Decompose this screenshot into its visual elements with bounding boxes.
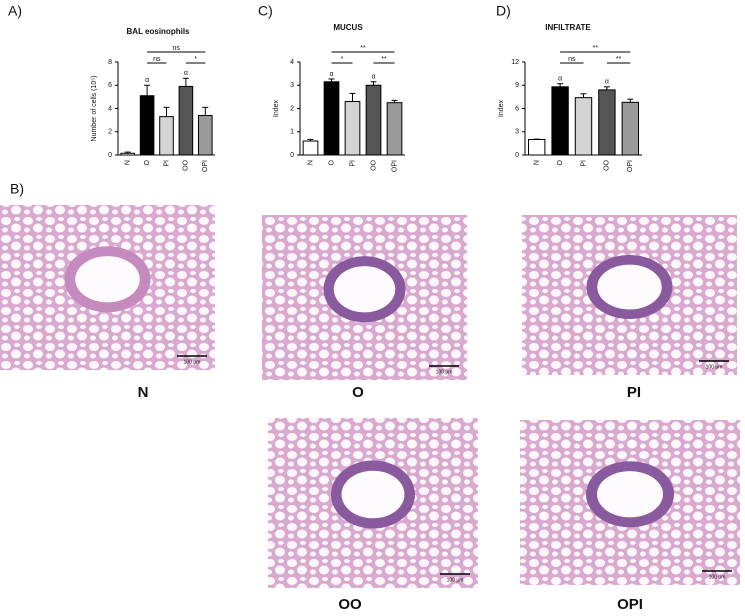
x-tick-label: OO <box>183 159 190 170</box>
y-tick-label: 1 <box>290 129 294 136</box>
bar <box>528 139 546 156</box>
significance-label: ** <box>592 45 598 52</box>
bar <box>386 102 403 156</box>
scale-label: 100 µm <box>706 364 723 370</box>
x-tick-label: O <box>557 159 564 165</box>
x-tick-label: OPI <box>202 160 209 172</box>
y-tick-label: 6 <box>515 105 519 112</box>
y-tick-label: 0 <box>290 152 294 159</box>
image-caption: PI <box>627 384 641 401</box>
annotation: α <box>145 77 149 84</box>
chart-title: BAL eosinophils <box>127 27 191 36</box>
bar <box>344 101 361 156</box>
x-tick-label: N <box>307 160 314 165</box>
y-tick-label: 0 <box>108 152 112 159</box>
airway-lumen <box>597 471 663 518</box>
x-tick-label: O <box>328 159 335 165</box>
y-tick-label: 6 <box>108 82 112 89</box>
x-tick-label: OO <box>370 159 377 170</box>
significance-label: ** <box>360 45 366 52</box>
y-tick-label: 2 <box>108 129 112 136</box>
annotation: α <box>371 74 375 81</box>
significance-label: ns <box>153 56 161 63</box>
bar <box>598 89 616 156</box>
significance-label: * <box>194 56 197 63</box>
x-tick-label: PI <box>163 160 170 167</box>
scale-label: 100 µm <box>436 369 453 375</box>
x-tick-label: OO <box>604 159 611 170</box>
y-tick-label: 3 <box>290 82 294 89</box>
y-tick-label: 12 <box>511 59 519 66</box>
y-axis-label: Number of cells (10⁵) <box>91 76 98 142</box>
x-tick-label: PI <box>580 160 587 167</box>
chart-title: INFILTRATE <box>545 23 591 32</box>
image-caption: OO <box>338 596 362 613</box>
bar <box>365 84 382 156</box>
scale-label: 100 µm <box>184 359 201 365</box>
annotation: α <box>329 71 333 78</box>
x-tick-label: OPI <box>391 160 398 172</box>
y-axis-label: Index <box>498 99 505 117</box>
x-tick-label: N <box>125 160 132 165</box>
y-tick-label: 3 <box>515 129 519 136</box>
bar <box>621 101 639 156</box>
y-tick-label: 2 <box>290 105 294 112</box>
scale-label: 100 µm <box>709 574 726 580</box>
y-tick-label: 9 <box>515 82 519 89</box>
image-caption: N <box>138 384 149 401</box>
x-tick-label: OPI <box>627 160 634 172</box>
x-tick-label: O <box>144 159 151 165</box>
annotation: α <box>184 70 188 77</box>
bar <box>139 95 155 156</box>
airway-lumen <box>341 470 405 519</box>
bar <box>198 114 213 156</box>
annotation: α <box>605 79 609 86</box>
chart-title: MUCUS <box>333 23 363 32</box>
significance-label: * <box>341 56 344 63</box>
bar <box>120 152 135 156</box>
bar <box>323 81 340 156</box>
bar <box>178 85 194 156</box>
significance-label: ** <box>381 56 387 63</box>
scale-label: 100 µm <box>447 577 464 583</box>
x-tick-label: N <box>534 160 541 165</box>
airway-lumen <box>333 266 396 313</box>
bar <box>159 116 174 156</box>
airway-lumen <box>75 256 140 303</box>
bar <box>574 97 593 156</box>
panel-label: C) <box>258 3 273 19</box>
image-caption: O <box>352 384 364 401</box>
panel-label: B) <box>10 181 24 197</box>
annotation: α <box>558 76 562 83</box>
y-tick-label: 8 <box>108 59 112 66</box>
bar <box>551 86 569 156</box>
y-tick-label: 0 <box>515 152 519 159</box>
significance-label: ** <box>616 56 622 63</box>
significance-label: ns <box>568 56 576 63</box>
x-tick-label: PI <box>349 160 356 167</box>
y-tick-label: 4 <box>290 59 294 66</box>
significance-label: ns <box>172 45 180 52</box>
airway-lumen <box>597 264 662 310</box>
panel-label: D) <box>496 3 511 19</box>
micrographs: 100 µm N 100 µm O 100 µm PI 100 µm OO 100 µm OPI <box>0 205 740 613</box>
y-tick-label: 4 <box>108 105 112 112</box>
panel-label: A) <box>8 3 22 19</box>
y-axis-label: Index <box>273 99 280 117</box>
bar <box>302 140 319 156</box>
image-caption: OPI <box>617 596 643 613</box>
